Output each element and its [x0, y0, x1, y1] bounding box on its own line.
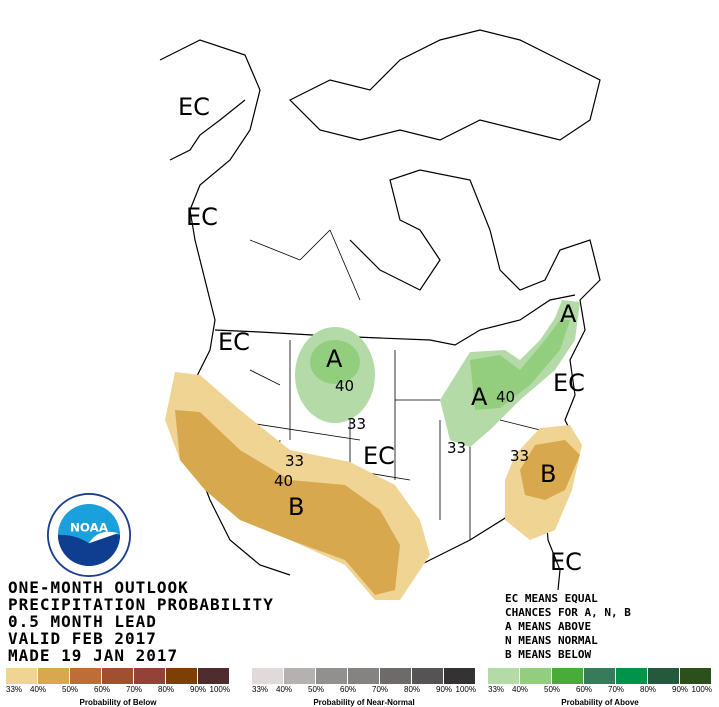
legend-tick-label: 70% — [125, 685, 143, 694]
legend-tick-label: 33% — [488, 685, 505, 694]
b-label-southwest: B — [288, 493, 304, 521]
below-40-region-southeast — [520, 440, 580, 500]
legend-swatch — [648, 668, 680, 684]
legend-tick-label: 60% — [339, 685, 357, 694]
legend-above: 33% 40% 50% 60% 70% 80% 90% 100% Probability of … — [488, 668, 712, 707]
legend-swatch — [6, 668, 38, 684]
legend-tick-label: 60% — [575, 685, 593, 694]
legend-tick-label: 80% — [639, 685, 657, 694]
title-line: 0.5 MONTH LEAD — [8, 612, 157, 631]
contour-40-lakes: 40 — [496, 388, 515, 406]
legend-swatch — [488, 668, 520, 684]
legend-swatch — [348, 668, 380, 684]
legend-color-bar — [252, 668, 476, 684]
legend-near-normal: 33% 40% 50% 60% 70% 80% 90% 100% Probability of … — [252, 668, 476, 707]
coastline-west — [159, 39, 291, 576]
border-us-canada — [214, 294, 576, 346]
legend-swatch — [680, 668, 712, 684]
a-label-northeast: A — [560, 300, 577, 328]
legend-tick-label: 80% — [157, 685, 175, 694]
legend-tick-label: 70% — [371, 685, 389, 694]
state-lines — [229, 229, 541, 540]
ec-label-alaska: EC — [178, 93, 210, 121]
arctic-islands — [288, 29, 601, 141]
legend-tick-label: 50% — [61, 685, 79, 694]
title-line: VALID FEB 2017 — [8, 629, 157, 648]
a-label-lakes: A — [471, 383, 488, 411]
b-label-southeast: B — [540, 460, 556, 488]
contour-33-southeast: 33 — [510, 447, 529, 465]
legend-color-bar — [6, 668, 230, 684]
coastline-alaska — [169, 99, 246, 161]
legend-tick-label: 50% — [307, 685, 325, 694]
contour-40-southwest: 40 — [274, 472, 293, 490]
legend-tick-label: 90% — [671, 685, 689, 694]
title-line: ONE-MONTH OUTLOOK — [8, 578, 189, 597]
legend-tick-label: 90% — [189, 685, 207, 694]
legend-caption: Probability of Above — [561, 698, 639, 707]
ec-label-bc: EC — [186, 203, 218, 231]
ec-label-central: EC — [363, 442, 395, 470]
legend-swatch — [380, 668, 412, 684]
contour-33-southwest: 33 — [285, 452, 304, 470]
a-label-plains: A — [326, 345, 343, 373]
legend-swatch — [616, 668, 648, 684]
legend-tick-label: 50% — [543, 685, 561, 694]
below-40-region-southwest — [175, 410, 400, 595]
key-line: N MEANS NORMAL — [505, 634, 598, 647]
legend-swatch — [70, 668, 102, 684]
legend-tick-label: 60% — [93, 685, 111, 694]
legend-swatch — [552, 668, 584, 684]
legend-swatch — [520, 668, 552, 684]
legend-swatch — [584, 668, 616, 684]
legend-below: 33% 40% 50% 60% 70% 80% 90% 100% Probability of … — [6, 668, 230, 707]
legend-tick-label: 33% — [6, 685, 23, 694]
legend-color-bar — [488, 668, 712, 684]
outlook-map: EC EC EC A 40 33 33 40 B EC A 40 A EC 33… — [159, 29, 601, 601]
legend-tick-label: 80% — [403, 685, 421, 694]
legend-tick-label: 40% — [511, 685, 529, 694]
legend-swatch — [284, 668, 316, 684]
legend-caption: Probability of Near-Normal — [313, 698, 415, 707]
title-line: PRECIPITATION PROBABILITY — [8, 595, 274, 614]
map-key: EC MEANS EQUAL CHANCES FOR A, N, B A MEA… — [505, 592, 631, 662]
legend-swatch — [412, 668, 444, 684]
ec-label-pnw: EC — [218, 328, 250, 356]
legend-swatch — [316, 668, 348, 684]
legend-swatch — [102, 668, 134, 684]
coastline-hudson — [349, 169, 601, 301]
key-line: CHANCES FOR A, N, B — [505, 606, 631, 619]
legend-swatch — [134, 668, 166, 684]
outlook-title-block: ONE-MONTH OUTLOOK PRECIPITATION PROBABIL… — [8, 579, 274, 664]
above-40-region-plains — [310, 340, 360, 384]
legend-tick-label: 100% — [691, 685, 712, 694]
above-40-region-lakes-northeast — [470, 320, 570, 410]
legend-tick-label: 40% — [275, 685, 293, 694]
legend-caption: Probability of Below — [79, 698, 157, 707]
key-line: EC MEANS EQUAL — [505, 592, 598, 605]
legend-tick-label: 70% — [607, 685, 625, 694]
key-line: B MEANS BELOW — [505, 648, 592, 661]
contour-33-plains: 33 — [347, 415, 366, 433]
legend-tick-label: 40% — [29, 685, 47, 694]
legend-tick-label: 100% — [455, 685, 476, 694]
ec-label-midatlantic: EC — [553, 369, 585, 397]
key-line: A MEANS ABOVE — [505, 620, 592, 633]
legend-tick-label: 100% — [209, 685, 230, 694]
legend-swatch — [166, 668, 198, 684]
legend-swatch — [252, 668, 284, 684]
legend-tick-label: 33% — [252, 685, 269, 694]
legend-swatch — [198, 668, 230, 684]
ec-label-florida: EC — [550, 548, 582, 576]
legend-swatch — [38, 668, 70, 684]
logo-text: NOAA — [70, 520, 109, 534]
contour-33-ohio: 33 — [447, 439, 466, 457]
contour-40-plains: 40 — [335, 377, 354, 395]
noaa-logo: NOAA — [47, 493, 131, 577]
legend-tick-label: 90% — [435, 685, 453, 694]
legend-swatch — [444, 668, 476, 684]
title-line: MADE 19 JAN 2017 — [8, 646, 179, 665]
